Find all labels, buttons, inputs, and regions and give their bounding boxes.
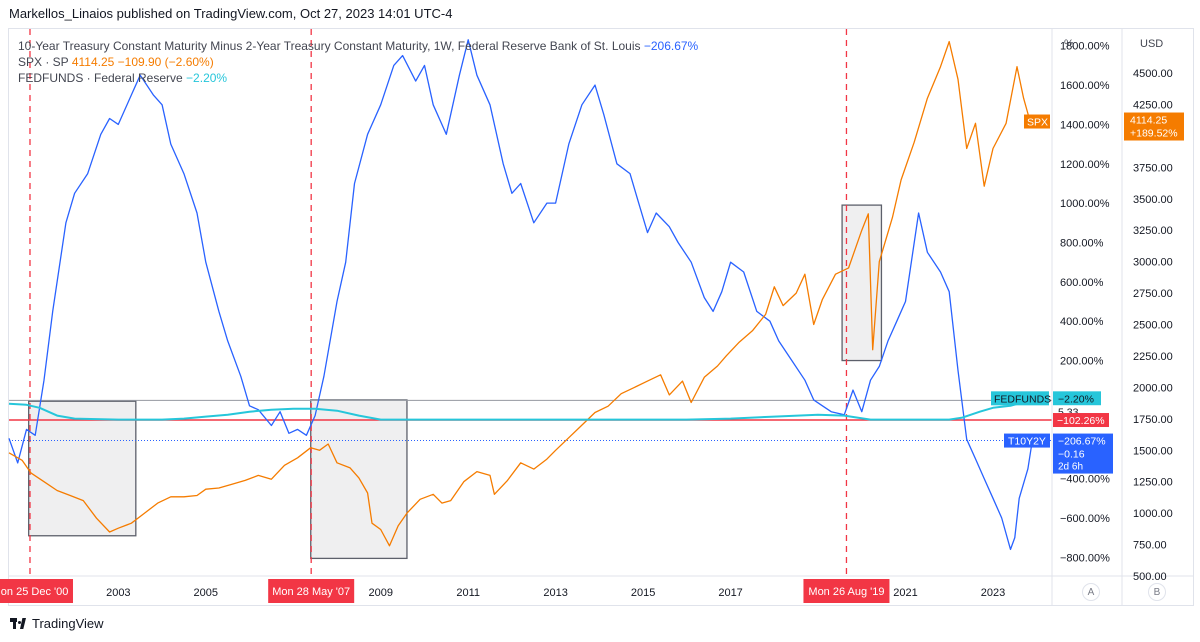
x-tick-label: 2005 [194, 587, 218, 599]
usd-tick-label: 500.00 [1133, 571, 1167, 583]
date-marker-label-bg-1 [0, 579, 73, 603]
legend-value-t10y2y: −206.67% [643, 39, 699, 53]
pct-tick-label: 1800.00% [1060, 41, 1110, 53]
pct-tick-label: 1200.00% [1060, 159, 1110, 171]
t10y2y-value: −206.67% [1058, 436, 1106, 448]
x-tick-label: 2003 [106, 587, 130, 599]
t10y2y-change: −0.16 [1058, 449, 1085, 461]
usd-tick-label: 1500.00 [1133, 445, 1173, 457]
usd-tick-label: 1750.00 [1133, 414, 1173, 426]
spx-value: 4114.25 [1130, 115, 1167, 127]
legend-row-fedfunds[interactable]: FEDFUNDS · Federal Reserve −2.20% [18, 70, 698, 86]
usd-tick-label: 4250.00 [1133, 99, 1173, 111]
t10y2y-countdown: 2d 6h [1058, 462, 1083, 473]
pct-tick-label: 400.00% [1060, 316, 1104, 328]
axes: 1800.00% 1600.00% 1400.00% 1200.00% 1000.00%… [0, 29, 1194, 606]
footer-brand: TradingView [32, 616, 104, 631]
highlight-box-3 [841, 204, 883, 362]
tradingview-logo-icon [10, 618, 26, 629]
usd-tick-label: 3250.00 [1133, 225, 1173, 237]
series-line-2 [8, 40, 1031, 547]
footer: TradingView [10, 616, 104, 631]
usd-axis-unit: USD [1140, 38, 1164, 50]
legend-row-spx[interactable]: SPX · SP 4114.25 −109.90 (−2.60%) [18, 54, 698, 70]
pct-tick-label: 1000.00% [1060, 198, 1110, 210]
legend-label-spx: SPX · SP [18, 55, 69, 69]
t10y2y-tag: T10Y2Y [1008, 436, 1046, 448]
publisher-header: Markellos_Linaios published on TradingVi… [9, 6, 453, 21]
usd-tick-label: 3000.00 [1133, 257, 1173, 269]
scale-b-button[interactable]: B [1148, 583, 1166, 601]
fedfunds-value: −2.20% [1058, 393, 1094, 405]
series-line-3 [8, 399, 1031, 421]
date-marker-label-1: Mon 25 Dec '00 [0, 586, 68, 598]
pct-tick-label: 600.00% [1060, 277, 1104, 289]
legend-label-t10y2y: 10-Year Treasury Constant Maturity Minus… [18, 39, 641, 53]
t10y2y-tag-bg [1004, 433, 1050, 448]
pct-tick-label: 1600.00% [1060, 80, 1110, 92]
series-lines [8, 39, 1033, 551]
spx-change: +189.52% [1130, 128, 1178, 140]
chart-frame [8, 28, 1194, 606]
x-tick-label: 2009 [368, 587, 392, 599]
highlight-boxes [28, 204, 883, 560]
fedfunds-value-bg [1053, 391, 1101, 406]
chart-legend: 10-Year Treasury Constant Maturity Minus… [18, 38, 698, 86]
pct-tick-label: 200.00% [1060, 356, 1104, 368]
spx-value-bg [1124, 112, 1184, 141]
usd-tick-label: 4500.00 [1133, 68, 1173, 80]
date-markers [29, 29, 848, 576]
legend-row-t10y2y[interactable]: 10-Year Treasury Constant Maturity Minus… [18, 38, 698, 54]
scale-a-button[interactable]: A [1082, 583, 1100, 601]
x-tick-label: 2017 [718, 587, 742, 599]
usd-tick-label: 3750.00 [1133, 162, 1173, 174]
legend-label-fedfunds: FEDFUNDS · Federal Reserve [18, 71, 183, 85]
usd-tick-label: 3500.00 [1133, 194, 1173, 206]
usd-tick-label: 2750.00 [1133, 288, 1173, 300]
spx-tag: SPX [1027, 117, 1048, 129]
x-tick-label: 2021 [893, 587, 917, 599]
price-labels: FEDFUNDS −2.20%5.33−102.26%T10Y2Y −206.67%… [991, 112, 1184, 474]
date-marker-label-bg-2 [268, 579, 355, 603]
legend-value-spx: 4114.25 −109.90 (−2.60%) [71, 55, 214, 69]
x-tick-label: 2013 [543, 587, 567, 599]
date-marker-label-2: Mon 28 May '07 [272, 586, 350, 598]
legend-value-fedfunds: −2.20% [186, 71, 228, 85]
pct-axis-unit: % [1064, 38, 1074, 50]
usd-tick-label: 2500.00 [1133, 320, 1173, 332]
t10y2y-value-bg [1053, 433, 1113, 474]
date-marker-label-3: Mon 26 Aug '19 [808, 586, 884, 598]
fedfunds-tag-bg [991, 391, 1049, 406]
highlight-box-1 [28, 400, 137, 537]
usd-tick-label: 1000.00 [1133, 508, 1173, 520]
pct-tick-label: −600.00% [1060, 513, 1110, 525]
red-line-tag: −102.26% [1057, 415, 1105, 427]
usd-tick-label: 2250.00 [1133, 351, 1173, 363]
usd-tick-label: 750.00 [1133, 540, 1167, 552]
usd-tick-label: 2000.00 [1133, 382, 1173, 394]
pct-tick-label: 1400.00% [1060, 119, 1110, 131]
pct-tick-label: −400.00% [1060, 474, 1110, 486]
pct-tick-label: 800.00% [1060, 237, 1104, 249]
series-line-1 [8, 39, 1033, 551]
pct-tick-label: −800.00% [1060, 552, 1110, 564]
usd-tick-label: 1250.00 [1133, 477, 1173, 489]
red-line-tag-bg [1053, 413, 1109, 428]
x-tick-label: 2011 [456, 587, 480, 599]
fedfunds-tag: FEDFUNDS [994, 393, 1051, 405]
spx-tag-bg [1024, 114, 1050, 129]
x-tick-label: 2023 [981, 587, 1005, 599]
date-marker-label-bg-3 [803, 579, 890, 603]
x-tick-label: 2015 [631, 587, 655, 599]
highlight-box-2 [310, 399, 408, 560]
